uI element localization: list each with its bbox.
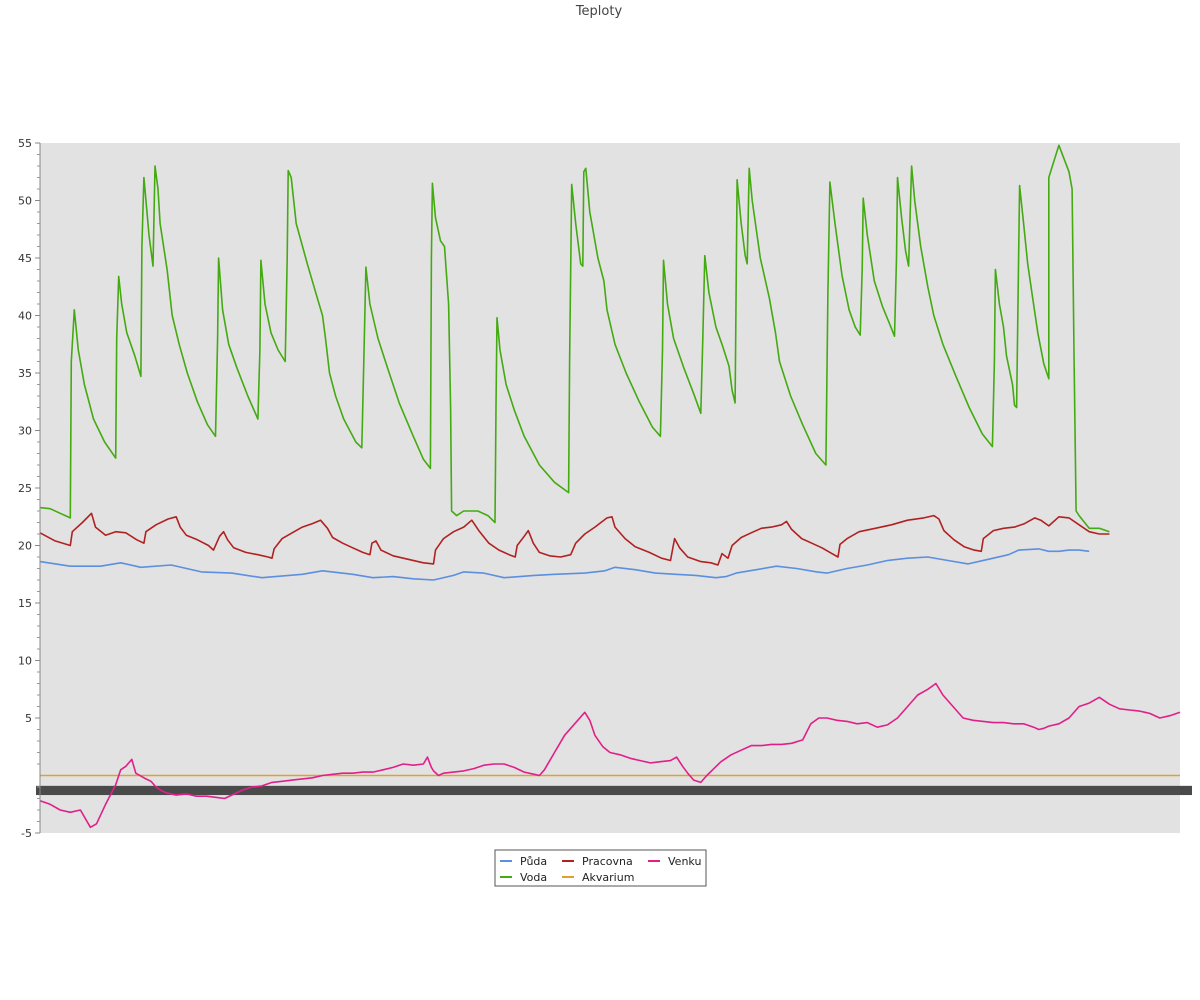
legend-label: Pracovna bbox=[582, 855, 633, 868]
legend-label: Venku bbox=[668, 855, 701, 868]
series-line-pracovna bbox=[39, 512, 1110, 566]
series-line-pda bbox=[39, 548, 1090, 581]
y-tick-label: -5 bbox=[21, 827, 32, 840]
y-tick-label: 50 bbox=[18, 195, 32, 208]
legend: Půda Pracovna Venku Voda Akvarium bbox=[494, 849, 707, 887]
series-group bbox=[39, 144, 1181, 829]
y-tick-label: 10 bbox=[18, 655, 32, 668]
y-tick-label: 25 bbox=[18, 482, 32, 495]
legend-label: Akvarium bbox=[582, 871, 634, 884]
y-tick-label: 55 bbox=[18, 137, 32, 150]
series-line-voda bbox=[39, 144, 1110, 533]
y-tick-label: 45 bbox=[18, 252, 32, 265]
x-axis-label-band bbox=[36, 785, 1192, 796]
chart-title: Teploty bbox=[575, 4, 623, 19]
y-tick-label: 15 bbox=[18, 597, 32, 610]
y-tick-label: 5 bbox=[25, 712, 32, 725]
legend-box bbox=[494, 849, 707, 887]
y-tick-label: 35 bbox=[18, 367, 32, 380]
series-line-venku bbox=[39, 682, 1181, 829]
y-tick-label: 20 bbox=[18, 540, 32, 553]
x-tick-label-overlap bbox=[36, 785, 1192, 796]
legend-label: Půda bbox=[520, 855, 547, 868]
legend-label: Voda bbox=[520, 871, 547, 884]
y-tick-label: 30 bbox=[18, 425, 32, 438]
y-axis: 55 50 45 40 35 30 25 20 15 10 5 -5 bbox=[18, 137, 41, 840]
y-tick-label: 40 bbox=[18, 310, 32, 323]
plot-area bbox=[40, 143, 1180, 833]
